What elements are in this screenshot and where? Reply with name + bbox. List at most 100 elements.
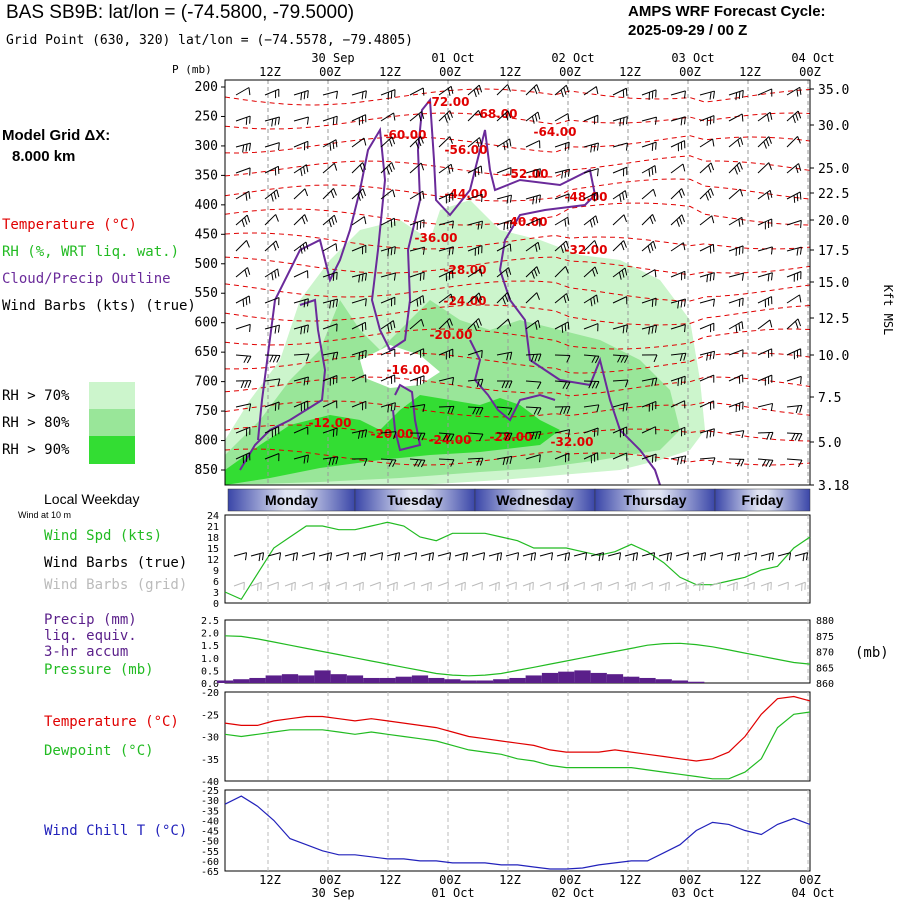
wind-barb (641, 214, 656, 226)
wind-barb (293, 90, 309, 101)
wind-barb (757, 111, 773, 122)
surface-wind-barb (352, 552, 367, 562)
pressure-tick-label: 350 (195, 168, 218, 183)
wind-barb (525, 319, 541, 330)
wind-barb (438, 85, 454, 96)
wind-barb (554, 193, 570, 202)
grid-point-label: Grid Point (630, 320) lat/lon = (−74.557… (6, 33, 413, 48)
wind-barb (264, 453, 280, 462)
temp-tick: -40 (201, 777, 219, 788)
wind-barb (264, 88, 280, 99)
legend-rh80-swatch (89, 409, 135, 436)
precip-bar (525, 675, 542, 683)
windchill-tick: -55 (201, 847, 219, 858)
wind-barb (264, 240, 280, 252)
grid-wind-barb (658, 581, 670, 592)
pressure-tick-right: 860 (816, 679, 834, 690)
wind-barb (554, 84, 570, 98)
height-tick-label: 12.5 (818, 312, 849, 327)
wind-barb (525, 168, 541, 178)
grid-wind-barb (590, 581, 602, 592)
wind-barb (699, 350, 716, 361)
wind-barb (612, 267, 628, 280)
model-grid-label: Model Grid ΔX: (2, 127, 111, 144)
surface-wind-barb (420, 552, 435, 562)
wind-barb (757, 136, 772, 149)
top-hour-label: 00Z (439, 65, 461, 79)
wind-barb (757, 218, 773, 230)
surface-wind-barb (641, 552, 656, 561)
pressure-axis-title: P (mb) (172, 63, 212, 76)
surface-wind-barb (675, 552, 690, 561)
wind-barb (351, 321, 367, 332)
surface-wind-barb (505, 552, 520, 561)
precip-tick: 1.0 (201, 654, 219, 665)
grid-wind-barb (709, 581, 721, 590)
wind-barb (322, 400, 338, 409)
wind-barb (728, 321, 744, 333)
wind-barb (467, 165, 483, 177)
wind-barb (438, 136, 453, 148)
wind-barb (409, 295, 425, 307)
bottom-hour-label: 00Z (439, 873, 461, 887)
wind-barb (496, 110, 512, 122)
wind-barb (438, 110, 453, 123)
wind-barb (322, 351, 339, 361)
grid-wind-barb (641, 581, 653, 590)
wind-barb (409, 87, 425, 96)
wind-barb (467, 268, 483, 278)
wind-speed-tick: 18 (207, 533, 219, 544)
wind-barb (525, 431, 542, 440)
wind-barb (641, 165, 657, 177)
bottom-hour-label: 12Z (379, 873, 401, 887)
height-tick-label: 7.5 (818, 391, 841, 406)
wind-barb (612, 87, 628, 98)
wind-barb (235, 115, 251, 125)
legend-rh70-label: RH > 70% (2, 388, 70, 404)
wind-barb (293, 298, 309, 308)
wind-barb (235, 426, 251, 437)
wind-barb (351, 188, 367, 201)
grid-wind-barb (403, 581, 415, 590)
wind-barb (670, 116, 686, 126)
wind-barb (467, 349, 483, 358)
wind-barb (583, 354, 600, 364)
temperature-contour-label: -68.00 (475, 107, 518, 121)
wind-barb (641, 240, 657, 254)
wind-barb (670, 375, 686, 387)
wind-barb (322, 323, 338, 332)
surface-wind-barb (556, 552, 571, 562)
wind-barb (264, 297, 280, 306)
wind-barb (409, 111, 425, 122)
temperature-contour-label: -12.00 (309, 416, 352, 430)
temperature-contour-label: -24.00 (429, 433, 472, 447)
surface-wind-barb (777, 552, 792, 561)
top-date-label: 01 Oct (431, 51, 474, 65)
wind-barb (293, 353, 310, 362)
height-tick-label: 3.18 (818, 479, 849, 494)
wind-barb (670, 188, 685, 200)
wind-barb (496, 406, 513, 416)
forecast-cycle-date: 2025-09-29 / 00 Z (628, 22, 748, 39)
wind-barb (322, 375, 338, 386)
wind-barb (235, 323, 251, 332)
wind-barb (612, 214, 628, 226)
wind-barb (322, 162, 338, 174)
wind-barb (322, 214, 338, 228)
pressure-label: Pressure (mb) (44, 662, 154, 678)
precip-bar (590, 672, 607, 683)
wind-barb (554, 113, 570, 122)
wind-barb (554, 168, 570, 179)
wind-speed-tick: 3 (213, 588, 219, 599)
precip-tick: 2.0 (201, 629, 219, 640)
weekday-label: Wednesday (496, 492, 574, 508)
grid-wind-barb (794, 581, 806, 592)
wind-barb (409, 404, 426, 413)
wind-barb (670, 140, 686, 152)
wind-barb (583, 452, 599, 464)
wind-barb (757, 431, 774, 440)
wind-barb (699, 188, 714, 201)
wind-barb (293, 454, 309, 464)
pressure-unit-label: (mb) (855, 645, 889, 661)
surface-wind-barb (743, 552, 758, 561)
